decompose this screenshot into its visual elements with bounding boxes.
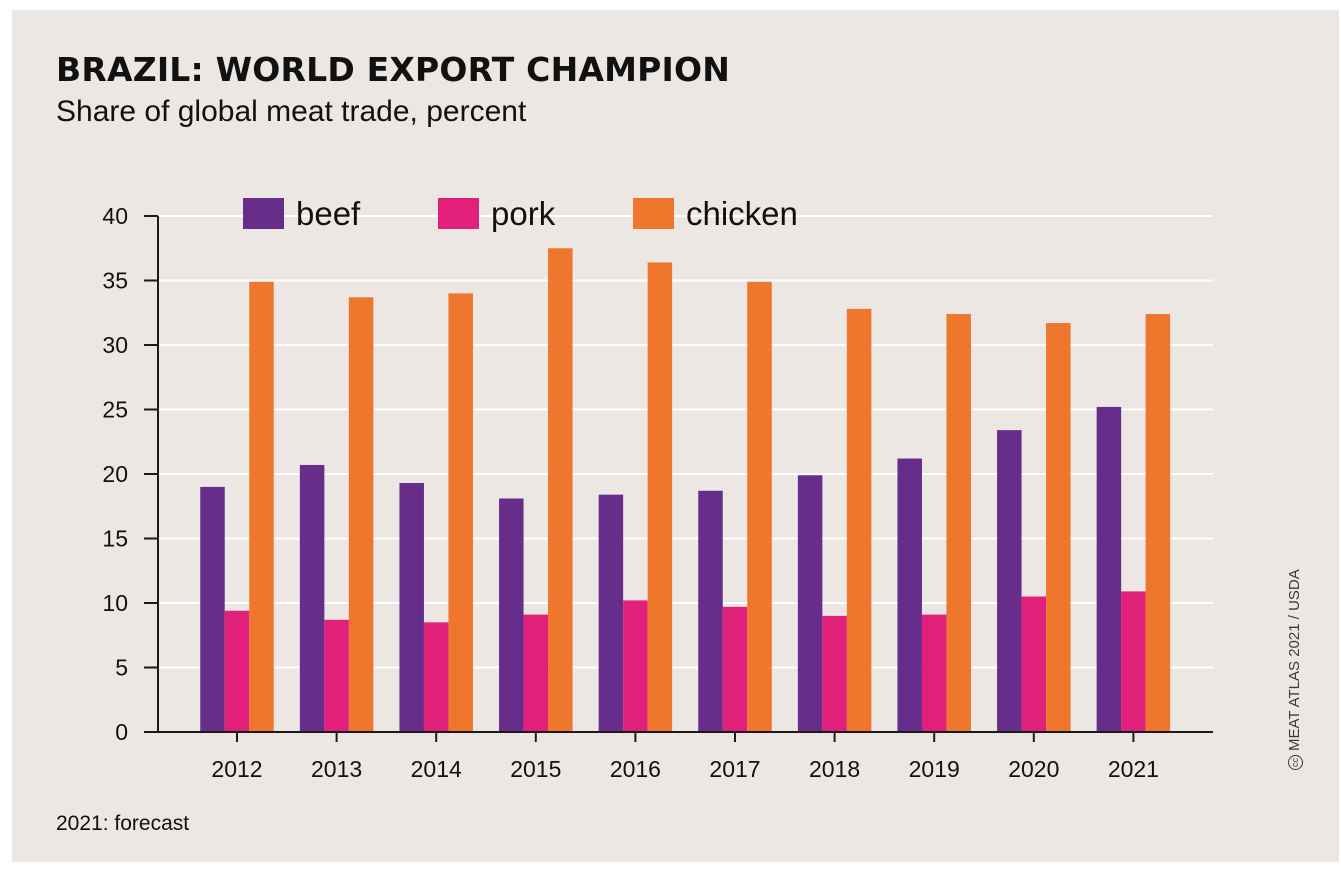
y-tick-label: 30	[102, 332, 128, 358]
bar-beef-2012	[200, 486, 225, 732]
y-tick-label: 5	[115, 655, 128, 681]
bars	[200, 248, 1171, 732]
legend-swatch-pork	[438, 198, 479, 229]
y-tick-label: 35	[102, 268, 128, 294]
source-credit: cc MEAT ATLAS 2021 / USDA	[1286, 569, 1303, 770]
legend-label-chicken: chicken	[686, 195, 798, 232]
bar-chicken-2012	[249, 281, 274, 732]
bar-pork-2018	[822, 615, 847, 732]
bar-pork-2015	[523, 614, 549, 732]
y-tick-label: 40	[102, 203, 128, 229]
creative-commons-icon: cc	[1287, 755, 1303, 770]
bar-pork-2012	[224, 610, 250, 732]
y-tick-label: 25	[102, 397, 128, 423]
bar-beef-2014	[399, 483, 424, 732]
x-tick-label: 2020	[1008, 756, 1059, 782]
x-tick-label: 2015	[510, 756, 561, 782]
bar-chicken-2013	[348, 297, 374, 732]
bar-beef-2015	[499, 498, 524, 732]
bar-beef-2019	[897, 458, 922, 732]
bar-beef-2018	[797, 475, 823, 732]
x-tick-label: 2016	[610, 756, 661, 782]
bar-beef-2021	[1096, 406, 1122, 732]
bar-beef-2020	[997, 430, 1022, 732]
x-tick-label: 2013	[311, 756, 362, 782]
y-tick-label: 15	[102, 526, 128, 552]
bar-chicken-2014	[448, 293, 473, 732]
bar-pork-2020	[1021, 596, 1047, 732]
chart-subtitle: Share of global meat trade, percent	[56, 95, 527, 128]
bar-chicken-2021	[1145, 314, 1171, 732]
chart-title: BRAZIL: WORLD EXPORT CHAMPION	[56, 50, 731, 89]
legend-swatch-beef	[243, 198, 284, 229]
bar-chicken-2019	[946, 314, 971, 732]
x-tick-label: 2014	[411, 756, 462, 782]
bar-pork-2017	[722, 606, 748, 732]
y-tick-label: 20	[102, 461, 128, 487]
legend-label-pork: pork	[491, 195, 556, 232]
x-tick-label: 2017	[709, 756, 760, 782]
x-tick-label: 2019	[909, 756, 960, 782]
bar-beef-2017	[698, 490, 723, 732]
x-tick-label: 2012	[211, 756, 262, 782]
footnote: 2021: forecast	[56, 812, 190, 835]
bar-chicken-2015	[548, 248, 573, 732]
bar-chicken-2016	[647, 262, 673, 732]
bar-pork-2021	[1121, 591, 1146, 732]
bar-pork-2016	[623, 600, 648, 732]
y-tick-label: 10	[102, 590, 128, 616]
x-tick-label: 2021	[1108, 756, 1159, 782]
bar-pork-2013	[324, 619, 349, 732]
legend-swatch-chicken	[633, 198, 674, 229]
y-tick-label: 0	[115, 719, 128, 745]
bar-chicken-2017	[747, 281, 772, 732]
x-tick-label: 2018	[809, 756, 860, 782]
source-credit-text: MEAT ATLAS 2021 / USDA	[1286, 569, 1303, 751]
bar-chicken-2018	[846, 308, 872, 732]
bar-chicken-2020	[1046, 323, 1071, 732]
bar-pork-2014	[423, 622, 449, 732]
bar-beef-2016	[598, 494, 624, 732]
legend: beef pork chicken	[243, 195, 798, 232]
legend-label-beef: beef	[296, 195, 361, 232]
bar-beef-2013	[299, 464, 325, 732]
axes: 0 5 10 15 20 25 30 35 40 2012 2013 2014 2015 2016 2017…	[102, 203, 1213, 782]
bar-pork-2019	[921, 614, 947, 732]
